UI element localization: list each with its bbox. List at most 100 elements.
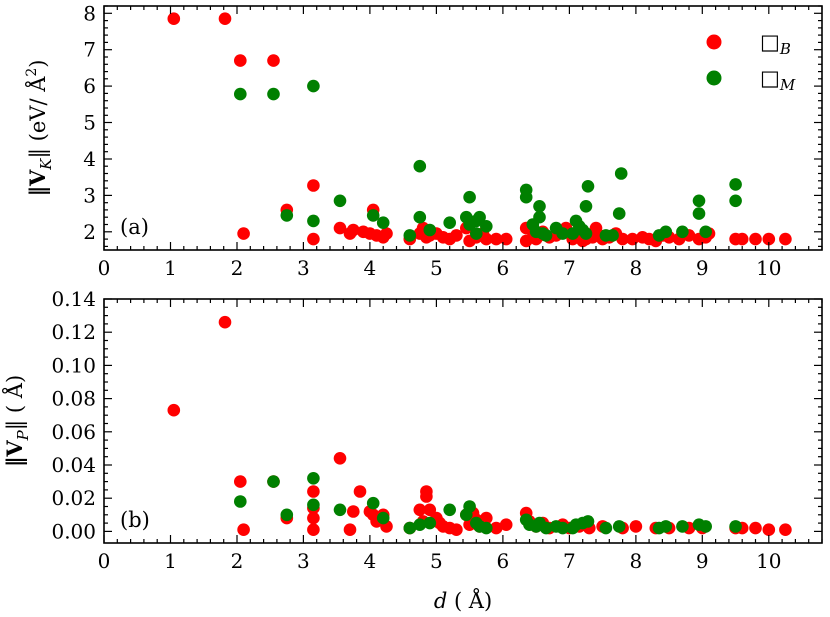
ytick-label-a-5: 5: [83, 111, 96, 135]
point-a-m-2: [307, 79, 320, 93]
ytick-label-a-2: 2: [83, 220, 96, 244]
panel-a-marks: [167, 12, 792, 248]
point-b-m-0: [234, 495, 247, 508]
ytick-label-b-0.12: 0.12: [51, 320, 96, 344]
point-a-b-30: [480, 232, 493, 246]
point-b-b-20: [413, 503, 427, 517]
point-b-b-1: [218, 315, 232, 329]
point-a-m-36: [581, 180, 595, 193]
point-a-b-4: [237, 227, 250, 240]
point-a-m-18: [470, 227, 483, 240]
point-b-m-8: [403, 521, 417, 535]
point-b-b-49: [629, 520, 643, 533]
point-a-m-7: [376, 216, 390, 229]
panel-b-ticks: 0 1 2 3 4 5 6 7 8 9 10 0.00 0.02 0.04 0.06 0.08 0.10 0.12…: [51, 287, 823, 573]
point-b-b-13: [353, 485, 367, 498]
xtick-label-a-1: 1: [164, 256, 177, 280]
point-b-m-10: [423, 516, 437, 530]
xtick-label-a-5: 5: [430, 256, 443, 280]
legend-symbol-b: □: [760, 30, 780, 54]
legend-marker-b: [706, 34, 722, 50]
point-a-m-27: [539, 229, 553, 242]
point-b-m-32: [676, 520, 689, 533]
xtick-label-b-3: 3: [297, 549, 310, 573]
point-b-m-13: [463, 500, 476, 513]
panel-b-ylabel-main: ‖V: [2, 440, 27, 468]
point-a-m-39: [612, 207, 626, 220]
ytick-label-a-8: 8: [83, 1, 96, 25]
point-a-m-12: [443, 216, 457, 229]
panel-b-ylabel-tail: ‖ ( Å): [2, 375, 28, 430]
point-a-m-29: [556, 227, 569, 240]
ytick-label-b-0.08: 0.08: [51, 387, 96, 411]
point-a-m-5: [333, 194, 347, 208]
point-a-b-8: [333, 221, 347, 235]
xtick-label-b-0: 0: [98, 549, 111, 573]
panel-b-label: (b): [120, 508, 150, 532]
panel-a-label: (a): [120, 215, 149, 239]
point-a-b-31: [489, 232, 503, 246]
panel-b-marks: [167, 315, 792, 536]
point-a-m-43: [676, 225, 689, 239]
point-a-m-25: [533, 200, 546, 213]
point-a-m-21: [519, 190, 533, 204]
point-b-b-57: [762, 523, 776, 536]
xtick-label-a-8: 8: [630, 256, 643, 280]
xtick-label-b-2: 2: [231, 549, 244, 573]
point-b-m-3: [307, 472, 320, 485]
point-a-m-0: [234, 87, 247, 101]
point-b-b-8: [307, 511, 320, 525]
xtick-label-a-4: 4: [364, 256, 377, 280]
point-a-b-68: [749, 232, 762, 246]
point-a-b-3: [267, 54, 280, 67]
xtick-label-a-7: 7: [563, 256, 576, 280]
point-b-m-11: [443, 503, 457, 517]
panel-a-ylabel-sup: 2: [24, 68, 40, 77]
point-b-b-56: [749, 521, 762, 535]
panel-a-ylabel-sub: K: [37, 158, 55, 171]
point-b-b-12: [347, 505, 360, 518]
point-a-m-44: [692, 207, 706, 220]
point-a-b-1: [218, 12, 232, 25]
point-b-b-10: [333, 452, 347, 465]
point-b-m-7: [376, 511, 390, 525]
xtick-label-b-7: 7: [563, 549, 576, 573]
point-a-m-10: [403, 229, 417, 242]
ytick-label-b-0.00: 0.00: [51, 519, 96, 543]
legend-label-m: □M: [760, 66, 796, 94]
legend-sub-m: M: [779, 76, 796, 94]
point-a-m-38: [606, 229, 619, 242]
point-a-m-46: [699, 225, 712, 239]
legend-label-b: □B: [760, 30, 791, 58]
point-b-m-29: [612, 520, 626, 533]
point-b-m-31: [659, 520, 673, 533]
ytick-label-a-4: 4: [83, 147, 96, 171]
point-b-b-11: [343, 523, 357, 536]
point-a-b-6: [307, 179, 320, 192]
point-b-b-36: [489, 521, 503, 535]
point-b-b-9: [307, 523, 320, 536]
point-a-m-8: [413, 159, 427, 173]
xtick-label-b-9: 9: [696, 549, 709, 573]
ytick-label-b-0.04: 0.04: [51, 453, 96, 477]
point-b-b-0: [167, 403, 181, 417]
point-a-m-24: [533, 210, 546, 224]
xtick-label-a-10: 10: [756, 256, 781, 280]
point-b-b-2: [234, 475, 247, 488]
point-a-m-34: [579, 227, 593, 240]
point-b-b-6: [307, 485, 320, 498]
point-b-m-28: [599, 521, 613, 535]
point-a-m-14: [463, 190, 476, 204]
point-a-m-17: [473, 210, 486, 224]
panel-b-ylabel-sub: P: [14, 429, 32, 441]
point-b-m-16: [480, 521, 493, 535]
ytick-label-a-3: 3: [83, 183, 96, 207]
panel-b-xlabel-tail: ( Å): [447, 588, 492, 613]
point-b-m-35: [729, 520, 742, 533]
xtick-label-a-9: 9: [696, 256, 709, 280]
point-a-b-25: [450, 229, 463, 242]
legend-symbol-m: □: [760, 66, 780, 90]
xtick-label-b-1: 1: [164, 549, 177, 573]
point-a-m-45: [692, 194, 706, 208]
xtick-label-b-8: 8: [630, 549, 643, 573]
